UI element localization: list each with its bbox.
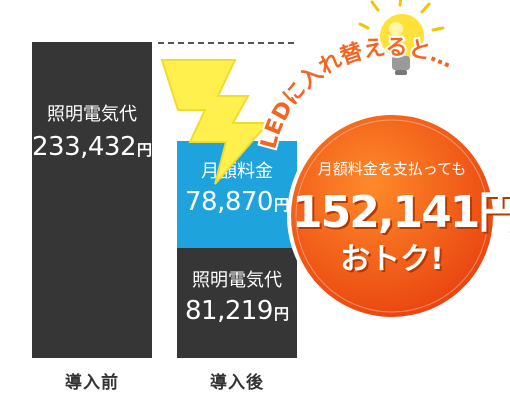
value-after-fee: 78,870 <box>185 187 273 218</box>
series-name-light: 照明電気代 <box>192 270 282 292</box>
series-name-light: 照明電気代 <box>47 104 137 125</box>
unit-label: 円 <box>273 305 289 324</box>
savings-unit: 円 <box>478 187 510 238</box>
down-arrow-icon <box>160 59 271 185</box>
unit-label: 円 <box>273 196 289 215</box>
x-tick-after: 導入後 <box>210 373 264 393</box>
value-after-light: 81,219 <box>185 296 273 327</box>
savings-amount: 152,141 <box>292 187 480 238</box>
value-before-light: 233,432 <box>32 132 137 162</box>
badge-otoku: おトク! <box>340 242 444 277</box>
lightbulb-icon <box>358 0 445 75</box>
badge-subtitle: 月額料金を支払っても <box>317 160 467 178</box>
data-label-before-light: 照明電気代 233,432円 <box>32 104 153 162</box>
bar-after-light <box>177 248 297 358</box>
badge-content: 月額料金を支払っても 152,141円 おトク! <box>292 158 510 277</box>
unit-label: 円 <box>137 141 153 159</box>
x-tick-before: 導入前 <box>65 373 119 393</box>
data-label-after-light: 照明電気代 81,219円 <box>177 270 297 327</box>
savings-badge <box>287 111 497 321</box>
reference-dashed-line <box>158 42 294 44</box>
bar-before-light <box>32 42 152 358</box>
